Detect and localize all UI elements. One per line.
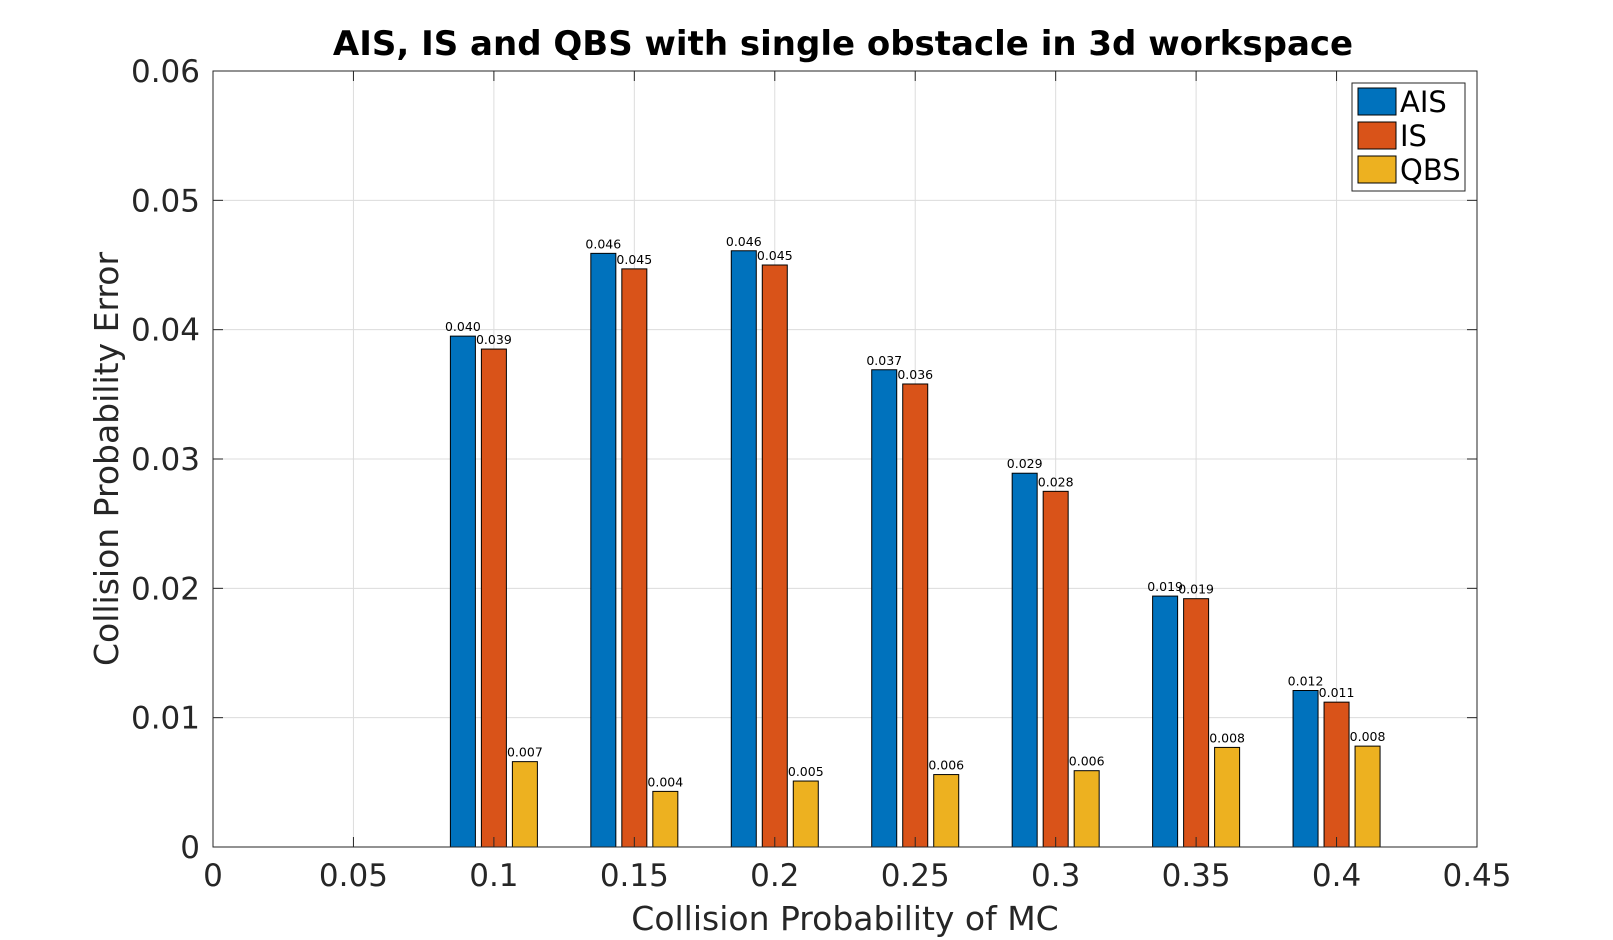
bar-value-label: 0.045 [757,248,793,263]
x-tick-label: 0 [203,858,223,894]
x-tick-label: 0.05 [319,858,388,894]
bar-qbs [933,774,960,848]
bar-qbs [1354,745,1381,848]
bar-value-label: 0.006 [1069,754,1105,769]
bar-value-label: 0.029 [1007,456,1043,471]
x-tick-label: 0.15 [600,858,669,894]
bar-is [480,348,507,848]
bar-value-label: 0.046 [585,236,621,251]
data-labels: 0.0400.0390.0070.0460.0450.0040.0460.045… [445,234,1385,790]
bar-value-label: 0.040 [445,319,481,334]
bar-ais [871,369,898,848]
bar-value-label: 0.028 [1038,474,1074,489]
bar-value-label: 0.006 [928,758,964,773]
bar-ais [1011,472,1038,848]
bar-is [621,268,648,848]
bar-is [1042,490,1069,848]
bar-value-label: 0.012 [1288,674,1324,689]
y-tick-label: 0.01 [131,701,200,737]
y-tick-label: 0.05 [131,183,200,219]
bars [449,250,1381,848]
bar-qbs [1214,746,1241,848]
bar-value-label: 0.019 [1147,579,1183,594]
chart-title: AIS, IS and QBS with single obstacle in … [333,24,1353,64]
bar-qbs [511,761,538,848]
bar-qbs [652,790,679,848]
bar-value-label: 0.036 [897,367,933,382]
bar-value-label: 0.046 [726,234,762,249]
bar-ais [449,335,476,848]
x-tick-label: 0.25 [881,858,950,894]
bar-ais [590,252,617,848]
bar-ais [1292,690,1319,848]
bar-ais [730,250,757,848]
axis-ticks: 0 0.05 0.1 0.15 0.2 0.25 0.3 0.35 0.4 0.45 0 0.01 0.… [131,54,1512,894]
legend-swatch-is [1357,121,1397,150]
bar-is [902,383,929,848]
x-tick-label: 0.45 [1442,858,1511,894]
bar-value-label: 0.008 [1350,729,1386,744]
y-axis-label: Collision Probability Error [87,252,126,666]
x-tick-label: 0.4 [1312,858,1361,894]
y-tick-label: 0.06 [131,54,200,90]
bar-value-label: 0.008 [1209,730,1245,745]
bar-is [1323,701,1350,848]
bar-value-label: 0.037 [866,353,902,368]
grid-lines [212,70,1478,848]
x-tick-label: 0.35 [1162,858,1231,894]
bar-value-label: 0.007 [507,745,543,760]
y-tick-label: 0.04 [131,313,200,349]
y-tick-label: 0.03 [131,442,200,478]
bar-ais [1152,595,1179,848]
x-axis-label: Collision Probability of MC [631,899,1058,938]
legend-label: IS [1400,119,1427,153]
x-tick-label: 0.2 [750,858,799,894]
bar-value-label: 0.005 [788,764,824,779]
bar-value-label: 0.004 [647,774,683,789]
bar-value-label: 0.039 [476,332,512,347]
legend-swatch-qbs [1357,155,1397,184]
bar-is [1183,598,1210,848]
y-tick-label: 0 [180,830,200,866]
bar-value-label: 0.011 [1319,685,1355,700]
y-tick-label: 0.02 [131,571,200,607]
bar-value-label: 0.045 [616,252,652,267]
x-tick-label: 0.3 [1031,858,1080,894]
bar-is [761,264,788,848]
legend-label: QBS [1400,153,1461,187]
bar-qbs [1073,770,1100,848]
bar-value-label: 0.019 [1178,582,1214,597]
x-tick-label: 0.1 [469,858,518,894]
legend-swatch-ais [1357,87,1397,116]
legend-label: AIS [1400,85,1447,119]
bar-qbs [792,780,819,848]
